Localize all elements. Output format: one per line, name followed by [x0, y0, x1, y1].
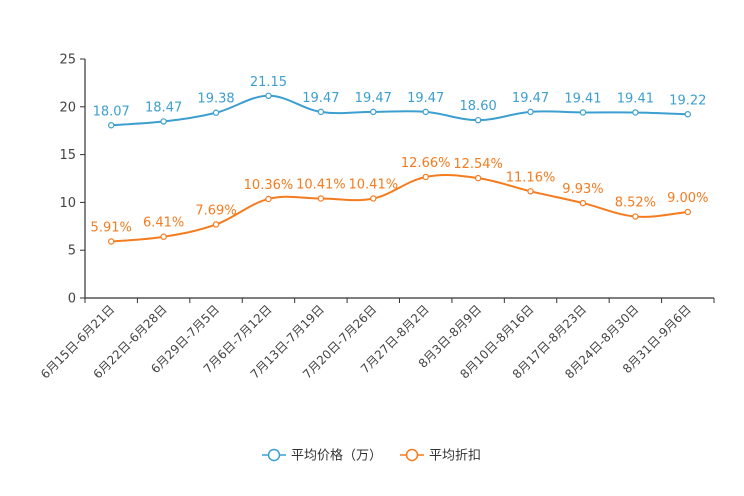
data-label: 10.36% — [244, 178, 294, 193]
y-tick-label: 5 — [68, 244, 76, 259]
legend-item-1[interactable]: 平均折扣 — [400, 449, 481, 464]
data-label: 19.41 — [617, 91, 654, 106]
y-tick-label: 10 — [59, 196, 76, 211]
data-label: 18.60 — [460, 99, 497, 114]
data-point[interactable] — [160, 118, 167, 125]
data-label: 12.66% — [401, 156, 451, 171]
y-axis: 0 5 10 15 20 25 — [59, 53, 86, 307]
data-point[interactable] — [370, 195, 377, 202]
data-label: 10.41% — [349, 177, 399, 192]
data-point[interactable] — [684, 208, 691, 216]
data-point[interactable] — [370, 108, 377, 116]
data-labels: 18.07 18.47 19.38 21.15 19.47 19.47 19.47 18.60… — [91, 75, 709, 236]
data-label: 19.47 — [407, 91, 444, 106]
data-label: 21.15 — [250, 75, 287, 90]
data-label: 10.41% — [296, 177, 346, 192]
y-tick-label: 25 — [59, 53, 76, 68]
data-label: 5.91% — [91, 221, 132, 236]
data-label: 19.41 — [564, 91, 601, 106]
data-point[interactable] — [632, 109, 639, 116]
data-label: 18.07 — [93, 104, 130, 119]
data-point[interactable] — [422, 173, 429, 181]
data-point[interactable] — [579, 199, 587, 207]
data-point[interactable] — [265, 92, 272, 100]
data-point[interactable] — [527, 108, 534, 116]
data-label: 12.54% — [453, 157, 503, 172]
data-point[interactable] — [160, 233, 167, 240]
data-label: 19.47 — [512, 91, 549, 106]
data-point[interactable] — [317, 108, 325, 116]
legend-item-0[interactable]: 平均价格（万） — [262, 448, 382, 464]
legend[interactable]: 平均价格（万） 平均折扣 — [262, 448, 481, 464]
data-label: 19.22 — [669, 93, 706, 108]
data-point[interactable] — [474, 116, 482, 124]
data-label: 6.41% — [143, 216, 184, 231]
data-point[interactable] — [317, 195, 325, 202]
data-label: 11.16% — [506, 170, 556, 185]
data-point[interactable] — [108, 122, 115, 129]
data-point[interactable] — [212, 109, 220, 116]
data-point[interactable] — [422, 108, 429, 116]
data-point[interactable] — [632, 213, 639, 220]
y-tick-label: 15 — [59, 148, 76, 163]
y-tick-label: 20 — [59, 100, 76, 115]
legend-label: 平均价格（万） — [291, 448, 382, 464]
legend-marker-swatch — [267, 448, 281, 462]
data-point[interactable] — [212, 221, 220, 228]
data-point[interactable] — [265, 195, 272, 203]
data-label: 19.47 — [355, 91, 392, 106]
data-label: 7.69% — [195, 203, 236, 218]
x-axis: 6月15日-6月21日6月22日-6月28日6月29日-7月5日7月6日-7月1… — [38, 297, 715, 382]
data-label: 9.00% — [667, 191, 708, 206]
data-point[interactable] — [579, 109, 587, 116]
data-label: 8.52% — [615, 196, 656, 211]
y-tick-label: 0 — [68, 292, 76, 307]
data-point[interactable] — [108, 238, 115, 245]
data-label: 19.38 — [197, 92, 234, 107]
data-point[interactable] — [474, 174, 482, 182]
data-label: 19.47 — [302, 91, 339, 106]
legend-marker-swatch — [405, 448, 419, 462]
series-line-0 — [111, 94, 688, 127]
data-label: 18.47 — [145, 100, 182, 115]
data-point[interactable] — [684, 111, 691, 118]
data-point[interactable] — [527, 188, 534, 195]
series-line-1 — [111, 174, 688, 243]
series-layer — [108, 92, 691, 245]
data-label: 9.93% — [562, 182, 603, 197]
legend-label: 平均折扣 — [429, 449, 481, 464]
